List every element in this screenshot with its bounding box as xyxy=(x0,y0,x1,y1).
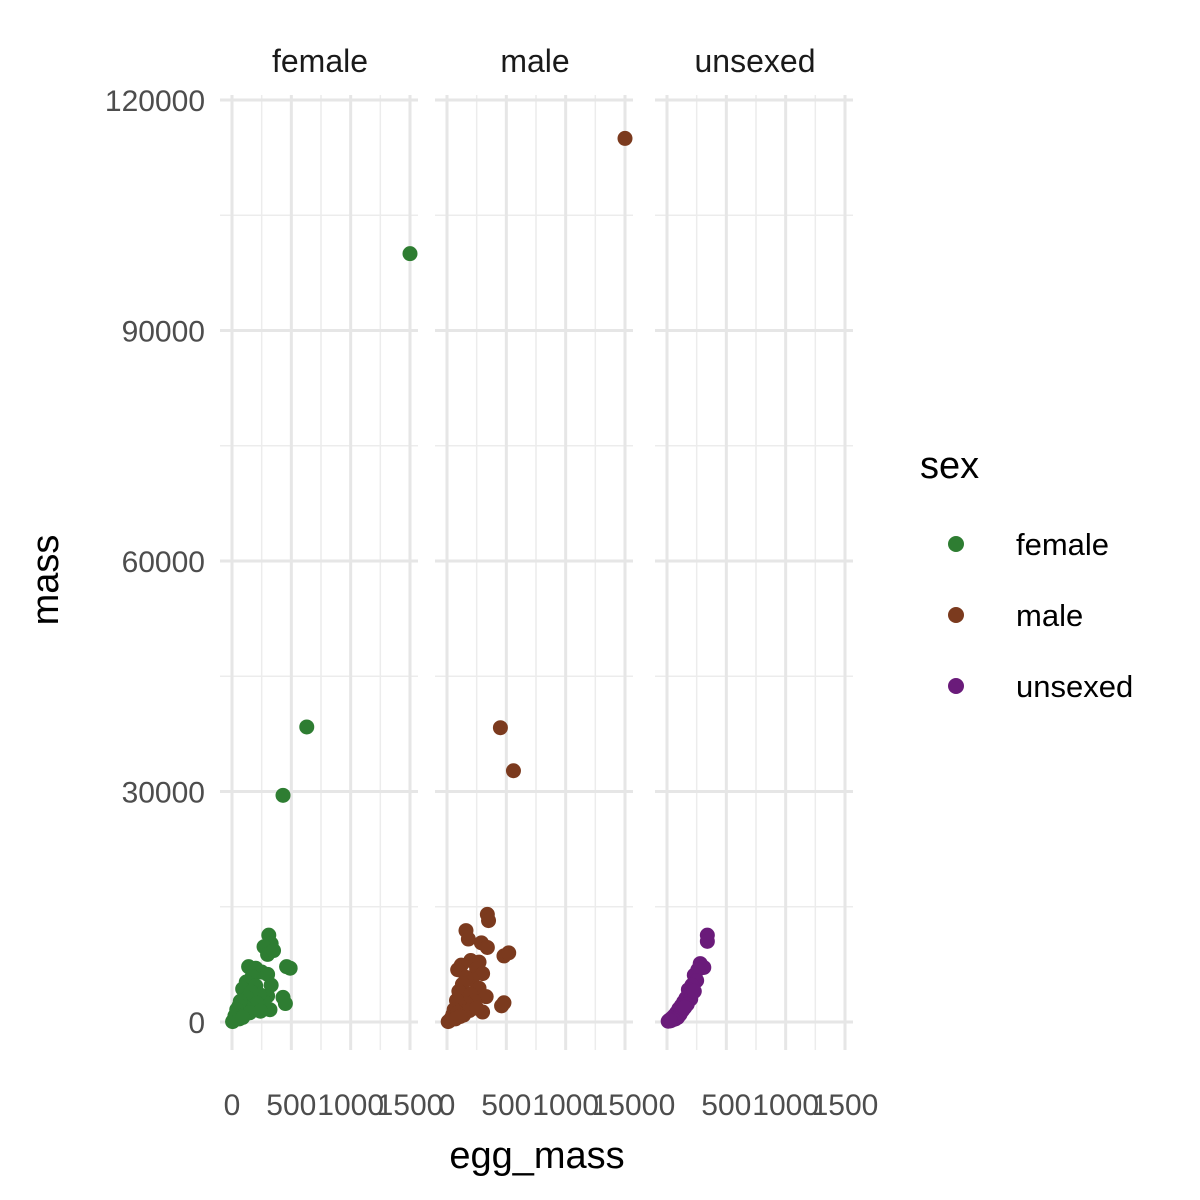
legend-key-female xyxy=(948,536,964,552)
legend-label-male: male xyxy=(1016,598,1083,633)
x-tick-label: 500 xyxy=(701,1089,751,1122)
y-tick-label: 60000 xyxy=(122,546,205,579)
x-tick-label: 1500 xyxy=(592,1089,659,1122)
x-tick-label: 0 xyxy=(439,1089,456,1122)
x-tick-label: 1000 xyxy=(532,1089,599,1122)
data-point xyxy=(699,933,715,949)
facet-strip-label: unsexed xyxy=(695,43,816,79)
legend-title: sex xyxy=(920,445,979,487)
data-point xyxy=(266,943,282,959)
data-point xyxy=(235,1009,251,1025)
data-point xyxy=(501,945,517,961)
x-tick-label: 1000 xyxy=(317,1089,384,1122)
data-point xyxy=(252,1003,268,1019)
data-point xyxy=(481,913,497,929)
data-point xyxy=(282,960,298,976)
x-tick-label: 500 xyxy=(481,1089,531,1122)
data-point xyxy=(478,989,494,1005)
data-point xyxy=(452,1009,468,1025)
legend-label-unsexed: unsexed xyxy=(1016,669,1133,704)
data-point xyxy=(299,719,315,735)
facet-strip-label: male xyxy=(500,43,569,79)
y-axis-title: mass xyxy=(25,535,67,626)
legend: sex female male unsexed xyxy=(920,445,1133,704)
legend-key-unsexed xyxy=(948,678,964,694)
data-point xyxy=(277,996,293,1012)
data-point xyxy=(677,999,693,1015)
x-tick-label: 1000 xyxy=(752,1089,819,1122)
data-point xyxy=(460,931,476,947)
x-tick-label: 1500 xyxy=(377,1089,444,1122)
data-point xyxy=(505,763,521,779)
data-point xyxy=(469,1000,485,1016)
legend-label-female: female xyxy=(1016,527,1109,562)
y-tick-label: 90000 xyxy=(122,316,205,349)
x-tick-label: 500 xyxy=(266,1089,316,1122)
data-point xyxy=(494,998,510,1014)
x-tick-label: 1500 xyxy=(812,1089,879,1122)
x-tick-label: 0 xyxy=(659,1089,676,1122)
x-axis-title: egg_mass xyxy=(449,1135,624,1177)
facet-panel-female: female xyxy=(220,43,418,1050)
y-tick-label: 30000 xyxy=(122,777,205,810)
x-tick-label: 0 xyxy=(224,1089,241,1122)
facet-panel-male: male xyxy=(435,43,633,1050)
y-tick-label: 0 xyxy=(188,1007,205,1040)
data-point xyxy=(617,130,633,146)
y-tick-label: 120000 xyxy=(105,85,205,118)
data-point xyxy=(686,983,702,999)
facet-panel-unsexed: unsexed xyxy=(655,43,853,1050)
data-point xyxy=(402,246,418,262)
data-point xyxy=(492,720,508,736)
panels-layer: female male unsexed xyxy=(220,43,853,1050)
data-point xyxy=(663,1013,679,1029)
data-point xyxy=(275,787,291,803)
data-point xyxy=(479,939,495,955)
legend-key-male xyxy=(948,607,964,623)
facet-strip-label: female xyxy=(272,43,368,79)
